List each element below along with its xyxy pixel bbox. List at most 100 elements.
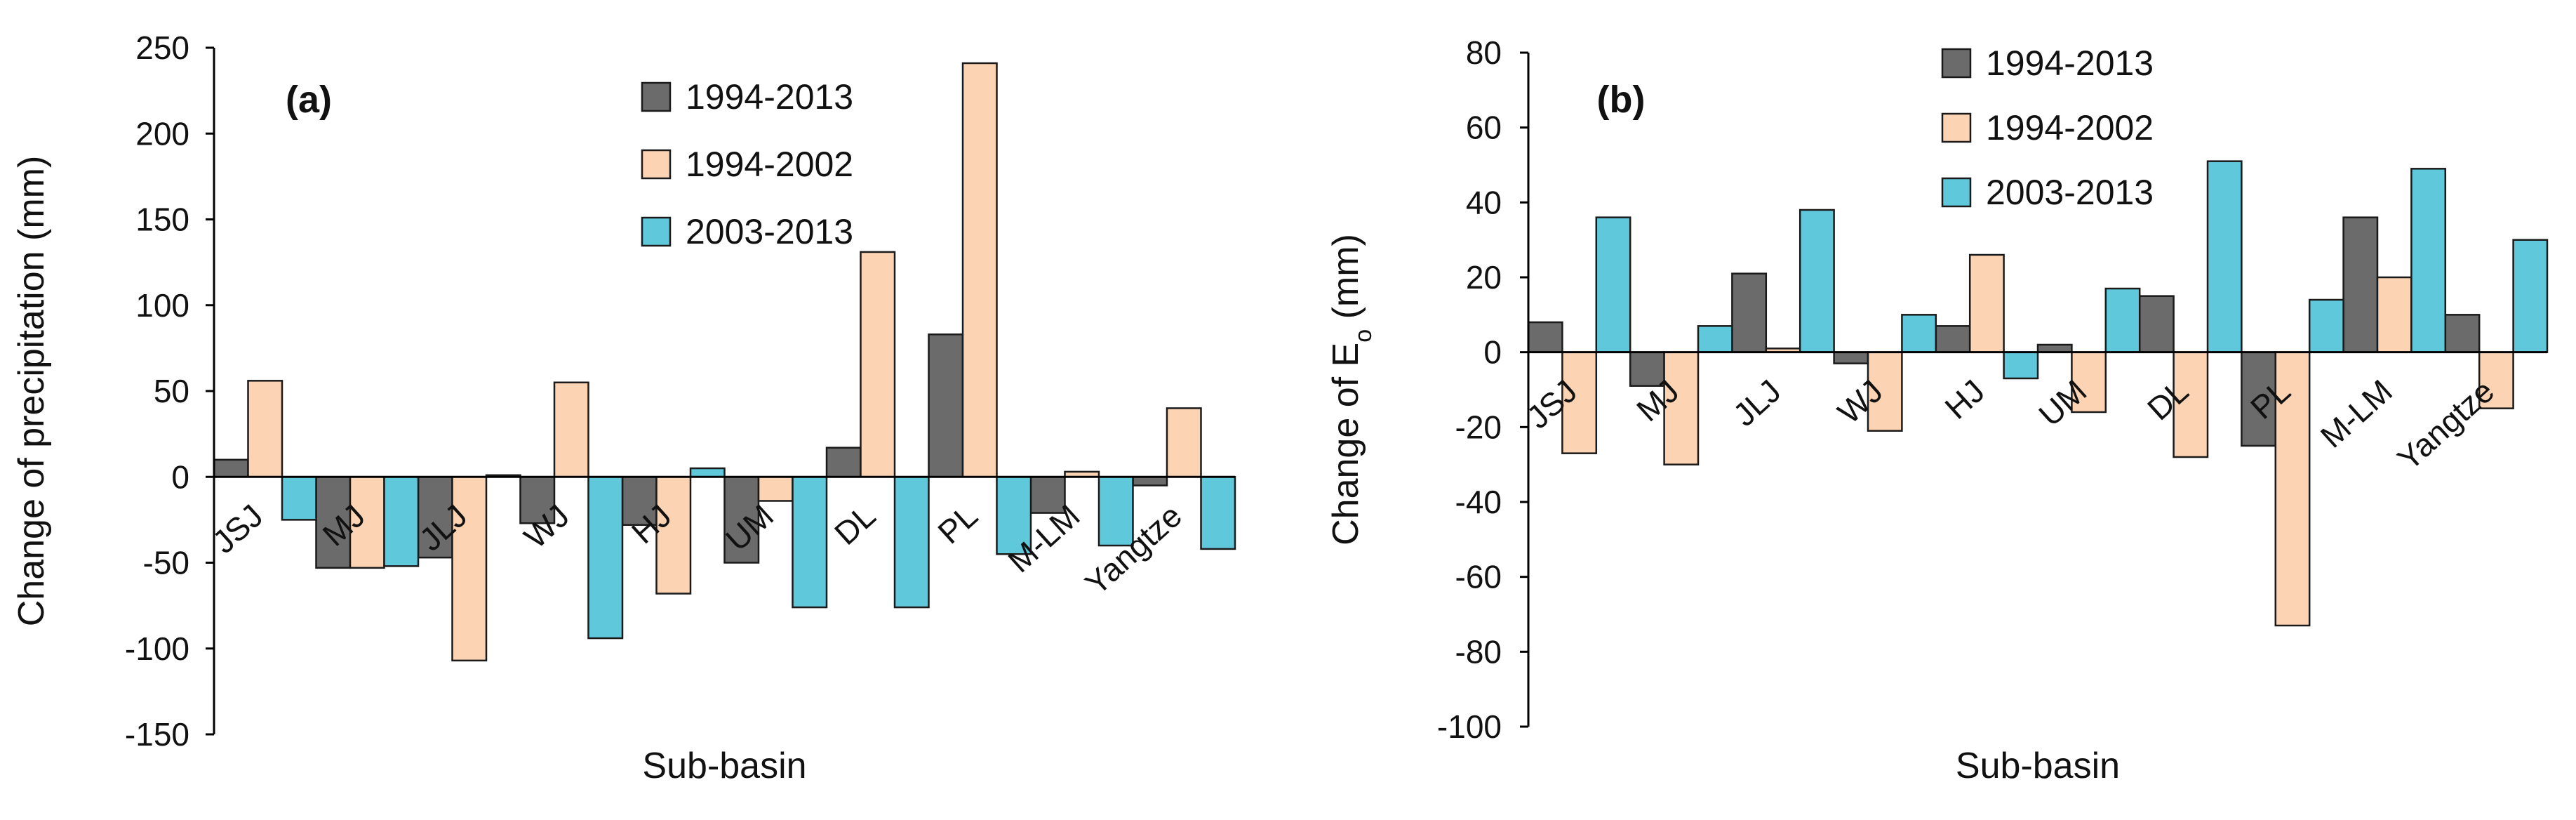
x-axis-title: Sub-basin	[642, 746, 806, 786]
y-tick-label: 50	[154, 373, 189, 409]
bar-2003-2013-dl	[893, 476, 930, 609]
y-tick-label: -100	[125, 630, 189, 667]
bar-1994-2013-mj	[315, 476, 352, 569]
bar-1994-2002-jlj	[451, 476, 488, 662]
bar-1994-2013-yangtze	[1132, 476, 1168, 487]
y-axis-title: Change of precipitation (mm)	[11, 156, 52, 627]
y-tick-label: 0	[1483, 334, 1502, 371]
y-tick-label: 100	[135, 287, 189, 324]
bar-1994-2013-wj	[1833, 351, 1869, 364]
bar-1994-2002-pl	[2274, 351, 2311, 627]
bar-1994-2013-jsj	[1527, 321, 1563, 353]
bar-2003-2013-jsj	[1595, 216, 1631, 353]
bar-1994-2002-jsj	[1561, 351, 1598, 454]
y-tick-label: -60	[1455, 559, 1502, 595]
y-tick-label: 250	[135, 29, 189, 66]
bar-1994-2002-wj	[553, 381, 589, 478]
bar-1994-2002-jsj	[247, 380, 283, 478]
bar-2003-2013-yangtze	[2512, 239, 2549, 353]
category-label-yangtze: Yangtze	[2390, 372, 2501, 477]
bar-2003-2013-wj	[1901, 314, 1937, 353]
y-axis-title-subscript: o	[1350, 329, 1377, 343]
legend-swatch-2003-2013	[1941, 177, 1972, 208]
bar-1994-2013-um	[2036, 343, 2073, 353]
bar-1994-2002-dl	[860, 251, 896, 478]
bar-2003-2013-jlj	[1798, 209, 1835, 353]
category-label-jlj: JLJ	[1726, 372, 1788, 433]
category-label-pl: PL	[930, 497, 985, 550]
legend: 1994-2013 1994-2002 2003-2013	[1941, 44, 2154, 212]
bar-1994-2002-pl	[961, 62, 998, 478]
y-tick-label: -20	[1455, 409, 1502, 445]
legend-swatch-1994-2013	[1941, 48, 1972, 79]
bar-2003-2013-hj	[689, 467, 726, 478]
y-tick-label: 60	[1466, 110, 1502, 146]
bar-1994-2002-um	[757, 476, 794, 502]
bar-1994-2013-jlj	[1731, 272, 1768, 353]
bar-2003-2013-hj	[2003, 351, 2039, 380]
legend-label-1994-2002: 1994-2002	[1986, 108, 2154, 147]
bar-1994-2002-yangtze	[2478, 351, 2514, 409]
x-axis-title: Sub-basin	[1956, 746, 2120, 786]
bar-1994-2013-jlj	[417, 476, 453, 559]
bar-1994-2013-dl	[825, 447, 862, 478]
y-axis-title-unit: (mm)	[1326, 234, 1366, 329]
legend-swatch-1994-2013	[641, 81, 672, 112]
y-tick-label: 200	[135, 115, 189, 152]
bar-2003-2013-mj	[1697, 325, 1733, 353]
bar-2003-2013-m-lm	[2410, 168, 2447, 353]
category-label-hj: HJ	[1938, 372, 1992, 425]
bar-2003-2013-pl	[2308, 298, 2344, 353]
y-tick-label: -50	[143, 545, 189, 581]
bar-1994-2002-m-lm	[2376, 276, 2413, 353]
bar-2003-2013-um	[792, 476, 828, 609]
legend-swatch-2003-2013	[641, 216, 672, 247]
y-axis-title: Change of Eo (mm)	[1326, 234, 1377, 545]
y-tick-label: 0	[171, 458, 189, 495]
bar-2003-2013-wj	[587, 476, 624, 640]
category-label-dl: DL	[827, 497, 883, 552]
bar-1994-2013-pl	[928, 333, 964, 478]
legend-label-1994-2013: 1994-2013	[1986, 44, 2154, 83]
bar-1994-2013-m-lm	[2342, 216, 2379, 353]
panel-label: (b)	[1597, 79, 1646, 121]
bar-1994-2013-yangtze	[2444, 314, 2481, 353]
legend-label-1994-2002: 1994-2002	[686, 145, 853, 184]
bar-2003-2013-dl	[2206, 160, 2243, 353]
bar-1994-2013-hj	[1935, 325, 1971, 353]
legend-label-1994-2013: 1994-2013	[686, 77, 853, 117]
panel-label: (a)	[286, 79, 332, 121]
y-tick-label: 20	[1466, 259, 1502, 296]
bar-1994-2002-hj	[1968, 253, 2005, 353]
legend-label-2003-2013: 2003-2013	[686, 212, 853, 251]
bar-2003-2013-pl	[996, 476, 1032, 555]
y-tick-label: 40	[1466, 184, 1502, 220]
bar-1994-2002-dl	[2173, 351, 2209, 458]
category-label-m-lm: M-LM	[2314, 372, 2399, 454]
legend-label-2003-2013: 2003-2013	[1986, 173, 2154, 212]
bar-1994-2013-mj	[1629, 351, 1665, 387]
bar-2003-2013-m-lm	[1097, 476, 1134, 547]
y-tick-label: -100	[1437, 708, 1502, 745]
bar-2003-2013-yangtze	[1200, 476, 1236, 550]
bar-2003-2013-mj	[383, 476, 420, 567]
bar-1994-2002-mj	[1663, 351, 1700, 465]
y-axis-title-text: Change of precipitation (mm)	[11, 156, 52, 627]
legend-swatch-1994-2002	[1941, 112, 1972, 143]
y-tick-label: -40	[1455, 484, 1502, 520]
y-tick-label: 150	[135, 201, 189, 238]
y-tick-label: 80	[1466, 34, 1502, 71]
y-tick-label: -150	[125, 716, 189, 753]
bar-1994-2002-hj	[655, 476, 692, 595]
y-axis-title-text: Change of E	[1326, 343, 1366, 545]
legend: 1994-2013 1994-2002 2003-2013	[641, 77, 853, 251]
bar-2003-2013-jsj	[281, 476, 317, 521]
y-tick-label: -80	[1455, 633, 1502, 670]
legend-swatch-1994-2002	[641, 149, 672, 180]
bar-1994-2013-jsj	[213, 458, 249, 478]
bar-1994-2002-yangtze	[1166, 407, 1202, 478]
bar-2003-2013-um	[2104, 287, 2141, 353]
